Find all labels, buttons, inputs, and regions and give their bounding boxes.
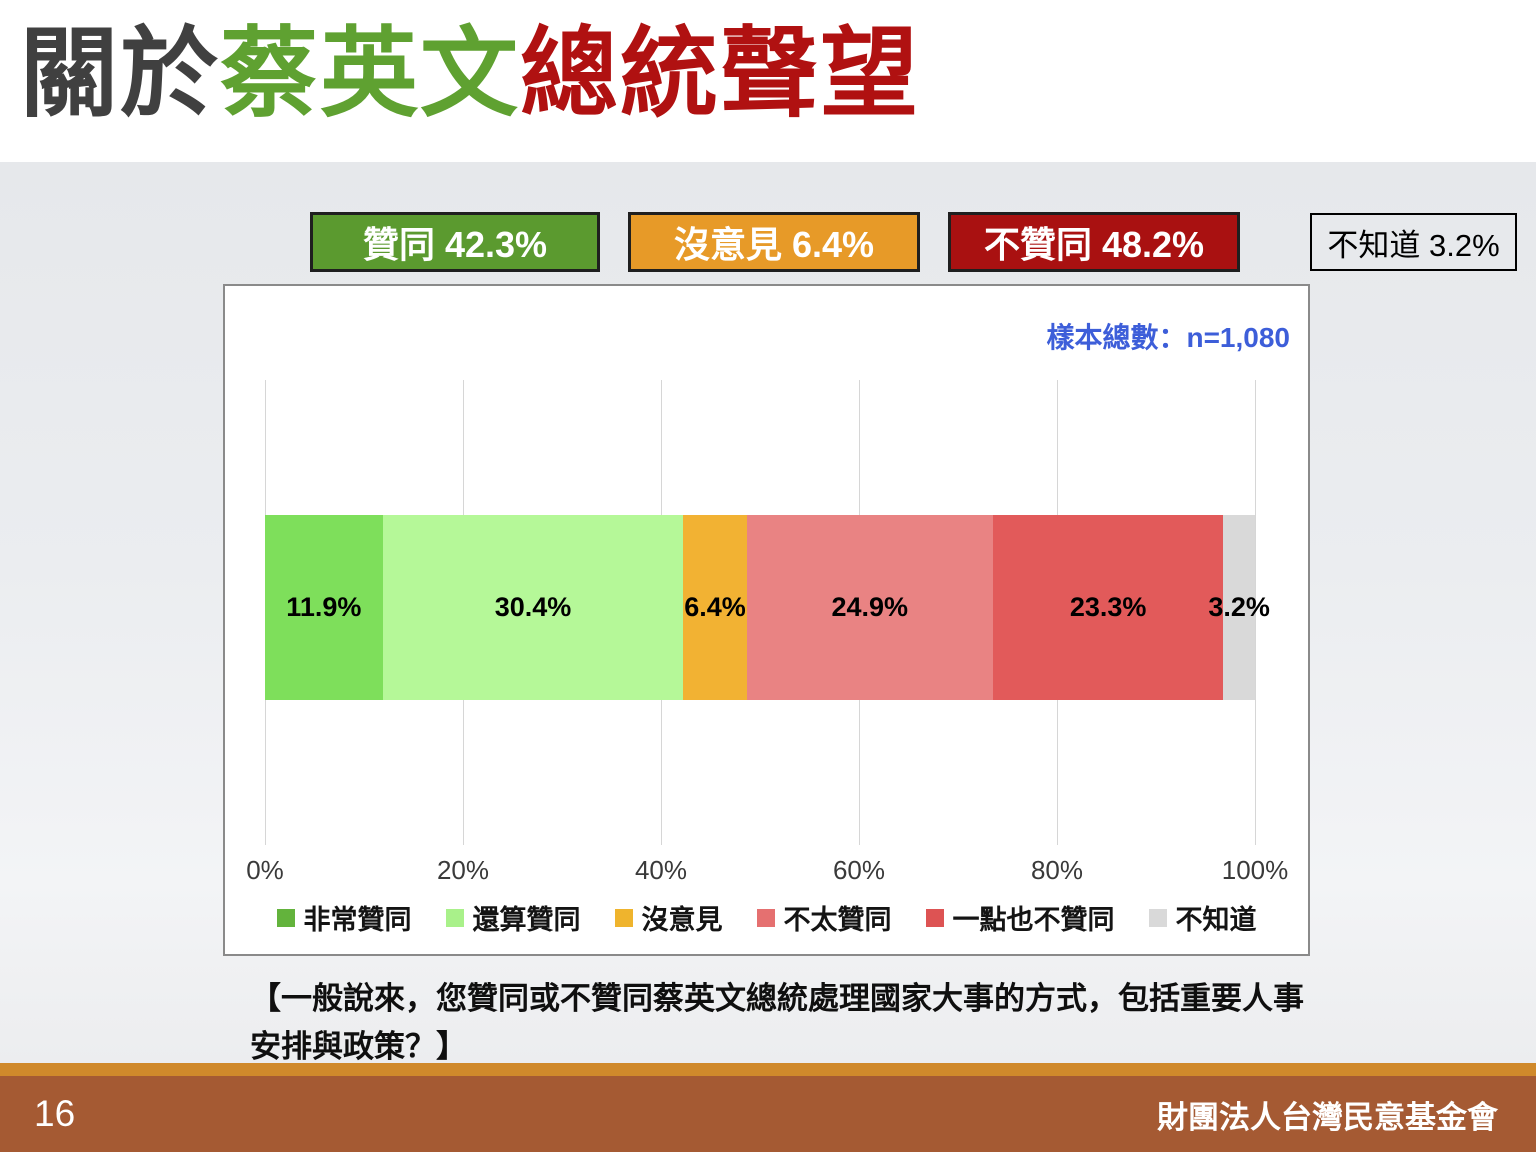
x-tick-label: 60% xyxy=(832,855,886,885)
title-segment: 蔡英文 xyxy=(220,18,521,128)
legend-label: 一點也不贊同 xyxy=(952,905,1115,935)
legend-label: 不知道 xyxy=(1175,905,1257,935)
x-axis: 0% 20% 40% 60% 80% 100% xyxy=(246,855,1288,889)
bar-segment: 30.4% xyxy=(382,515,684,700)
title-segment: 關於 xyxy=(20,18,221,128)
page-title: 關於蔡英文總統聲望 xyxy=(20,12,920,135)
organization-name: 財團法人台灣民意基金會 xyxy=(1157,1099,1498,1135)
bar-segment-label: 11.9% xyxy=(286,592,362,622)
gridline xyxy=(1255,380,1256,845)
summary-box-no-opinion: 沒意見 6.4% xyxy=(628,212,920,272)
bar-segment-label: 6.4% xyxy=(684,592,746,622)
chart-panel: 樣本總數：n=1,080 11.9% 30.4% 6.4% 24.9% 23.3% 3.2… xyxy=(223,284,1310,956)
legend-label: 不太贊同 xyxy=(783,905,892,935)
bar-segment: 11.9% xyxy=(265,515,383,700)
footer-bar: 16 財團法人台灣民意基金會 xyxy=(0,1076,1536,1152)
title-band: 關於蔡英文總統聲望 xyxy=(0,0,1536,162)
x-tick-label: 20% xyxy=(436,855,490,885)
legend-label: 沒意見 xyxy=(641,905,723,935)
x-tick-label: 80% xyxy=(1030,855,1084,885)
footer-accent-strip xyxy=(0,1063,1536,1076)
bar-segment: 6.4% xyxy=(683,515,747,700)
legend: 非常贊同 還算贊同 沒意見 不太贊同 一點也不贊同 不知道 xyxy=(225,898,1308,937)
legend-label: 還算贊同 xyxy=(472,905,581,935)
bar-segment-label: 24.9% xyxy=(831,592,909,622)
x-tick-label: 100% xyxy=(1221,855,1289,885)
survey-question: 【一般說來，您贊同或不贊同蔡英文總統處理國家大事的方式，包括重要人事安排與政策？… xyxy=(250,981,1304,1065)
legend-item: 一點也不贊同 xyxy=(925,898,1115,937)
bar-segment: 24.9% xyxy=(746,515,993,700)
legend-swatch-icon xyxy=(445,908,464,927)
bar-segment-label: 23.3% xyxy=(1069,592,1147,622)
bar-segment-label: 3.2% xyxy=(1208,592,1270,622)
legend-swatch-icon xyxy=(1148,908,1167,927)
legend-item: 沒意見 xyxy=(614,898,723,937)
legend-swatch-icon xyxy=(756,908,775,927)
summary-box-approve: 贊同 42.3% xyxy=(310,212,600,272)
summary-box-disapprove: 不贊同 48.2% xyxy=(948,212,1240,272)
legend-item: 還算贊同 xyxy=(445,898,581,937)
plot-area: 11.9% 30.4% 6.4% 24.9% 23.3% 3.2% 0% 20% 40% 60%… xyxy=(246,380,1288,885)
legend-item: 不知道 xyxy=(1148,898,1257,937)
legend-item: 非常贊同 xyxy=(276,898,412,937)
legend-swatch-icon xyxy=(276,908,295,927)
bar-segment-label: 30.4% xyxy=(494,592,572,622)
stacked-bar: 11.9% 30.4% 6.4% 24.9% 23.3% 3.2% xyxy=(265,515,1270,700)
x-tick-label: 40% xyxy=(634,855,688,885)
sample-size-note: 樣本總數：n=1,080 xyxy=(1046,322,1290,353)
x-tick-label: 0% xyxy=(246,855,284,885)
bar-segment: 3.2% xyxy=(1208,515,1270,700)
title-segment: 總統聲望 xyxy=(520,18,921,128)
page-number: 16 xyxy=(34,1093,76,1134)
legend-swatch-icon xyxy=(925,908,944,927)
summary-box-dont-know: 不知道 3.2% xyxy=(1310,213,1517,271)
legend-item: 不太贊同 xyxy=(756,898,892,937)
legend-swatch-icon xyxy=(614,908,633,927)
bar-segment: 23.3% xyxy=(992,515,1224,700)
content-area: 贊同 42.3% 沒意見 6.4% 不贊同 48.2% 不知道 3.2% 樣本總… xyxy=(0,162,1536,1064)
legend-label: 非常贊同 xyxy=(303,905,412,935)
